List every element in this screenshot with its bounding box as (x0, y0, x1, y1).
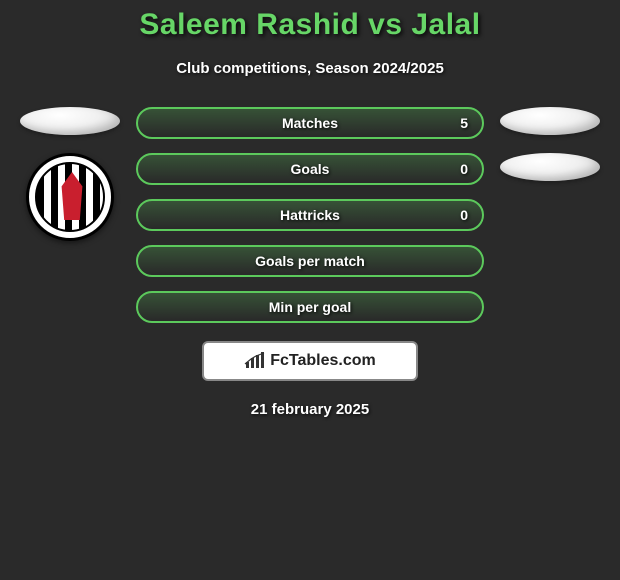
stat-label: Goals per match (255, 253, 365, 269)
stat-bar-hattricks: Hattricks 0 (136, 199, 484, 231)
stat-bar-min-per-goal: Min per goal (136, 291, 484, 323)
player-placeholder-disc (500, 107, 600, 135)
stat-value: 0 (460, 207, 468, 223)
stat-value: 5 (460, 115, 468, 131)
stat-bar-goals: Goals 0 (136, 153, 484, 185)
page-title: Saleem Rashid vs Jalal (0, 8, 620, 42)
stat-label: Matches (282, 115, 338, 131)
stat-label: Min per goal (269, 299, 351, 315)
stat-label: Goals (291, 161, 330, 177)
stat-value: 0 (460, 161, 468, 177)
watermark-badge: FcTables.com (202, 341, 418, 381)
right-player-col (490, 107, 610, 181)
comparison-card: Saleem Rashid vs Jalal Club competitions… (0, 0, 620, 418)
stat-label: Hattricks (280, 207, 340, 223)
content-row: AL-JAZIRA CLUB ABU DHABI-UAE Matches 5 G… (0, 107, 620, 323)
club-badge: AL-JAZIRA CLUB ABU DHABI-UAE (26, 153, 114, 241)
bar-chart-icon (244, 352, 266, 370)
player-placeholder-disc (500, 153, 600, 181)
player-placeholder-disc (20, 107, 120, 135)
watermark-text: FcTables.com (270, 352, 376, 370)
badge-inner-icon (35, 162, 105, 232)
date-line: 21 february 2025 (0, 401, 620, 418)
subtitle: Club competitions, Season 2024/2025 (0, 60, 620, 77)
stat-bar-goals-per-match: Goals per match (136, 245, 484, 277)
stats-bars: Matches 5 Goals 0 Hattricks 0 Goals per … (130, 107, 490, 323)
stat-bar-matches: Matches 5 (136, 107, 484, 139)
left-player-col: AL-JAZIRA CLUB ABU DHABI-UAE (10, 107, 130, 241)
